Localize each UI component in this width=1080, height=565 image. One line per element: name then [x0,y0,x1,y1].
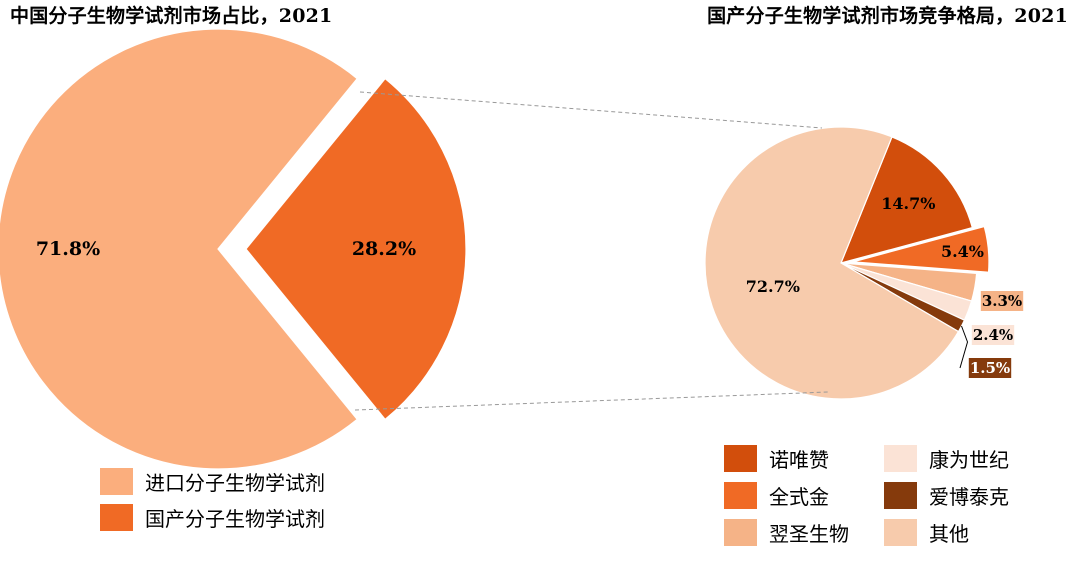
right-label-yishengwu: 3.3% [982,292,1022,310]
right-label-aibotaike-box-bg [968,358,1012,378]
legend-label-yishengwu: 翌圣生物 [769,522,849,546]
legend-swatch-yishengwu [724,519,757,546]
legend-label-nuoweizan: 诺唯赞 [769,448,829,472]
legend-item-nuoweizan: 诺唯赞 [724,443,884,474]
right-label-kangweishiji-box: 2.4% [971,325,1015,345]
right-slice-quanshijin [852,225,990,273]
right-label-aibotaike: 1.5% [970,359,1010,377]
right-label-aibotaike-box: 1.5% [968,358,1012,378]
legend-label-aibotaike: 爱博泰克 [929,485,1009,509]
right-chart-title: 国产分子生物学试剂市场竞争格局，2021 [707,5,1068,27]
legend-label-quanshijin: 全式金 [769,485,829,509]
left-label-imported: 71.8% [36,238,100,260]
right-slice-qita [704,126,960,400]
left-slice-imported [0,28,359,470]
right-label-kangweishiji: 2.4% [973,326,1013,344]
legend-label-imported: 进口分子生物学试剂 [145,470,325,495]
right-label-yishengwu-box-bg [980,291,1024,311]
legend-swatch-kangweishiji [884,445,917,472]
left-chart-title: 中国分子生物学试剂市场占比，2021 [10,5,333,27]
legend-item-quanshijin: 全式金 [724,480,884,511]
right-label-nuoweizan: 14.7% [881,194,935,213]
legend-item-domestic: 国产分子生物学试剂 [100,499,325,535]
legend-swatch-aibotaike [884,482,917,509]
connector-line-bottom [354,391,829,411]
right-legend: 诺唯赞 康为世纪 全式金 爱博泰克 翌圣生物 其他 [724,443,1054,548]
left-legend: 进口分子生物学试剂 国产分子生物学试剂 [100,463,325,535]
connector-line-top [359,91,823,129]
legend-item-aibotaike: 爱博泰克 [884,480,1044,511]
right-label-yishengwu-box: 3.3% [980,291,1024,311]
legend-swatch-domestic [100,503,133,531]
right-label-quanshijin: 5.4% [941,242,984,261]
right-slice-nuoweizan [839,136,974,264]
legend-swatch-quanshijin [724,482,757,509]
legend-item-yishengwu: 翌圣生物 [724,517,884,548]
right-label-kangweishiji-box-bg [971,325,1015,345]
left-slice-domestic [245,77,467,421]
legend-label-qita: 其他 [929,522,969,546]
right-label-qita: 72.7% [746,277,800,296]
legend-label-domestic: 国产分子生物学试剂 [145,506,325,531]
legend-swatch-nuoweizan [724,445,757,472]
right-leader-aibotaike [959,325,969,369]
left-label-domestic: 28.2% [352,238,416,260]
legend-item-qita: 其他 [884,517,1044,548]
legend-swatch-imported [100,467,133,495]
legend-item-imported: 进口分子生物学试剂 [100,463,325,499]
legend-swatch-qita [884,519,917,546]
legend-label-kangweishiji: 康为世纪 [929,448,1009,472]
legend-item-kangweishiji: 康为世纪 [884,443,1044,474]
